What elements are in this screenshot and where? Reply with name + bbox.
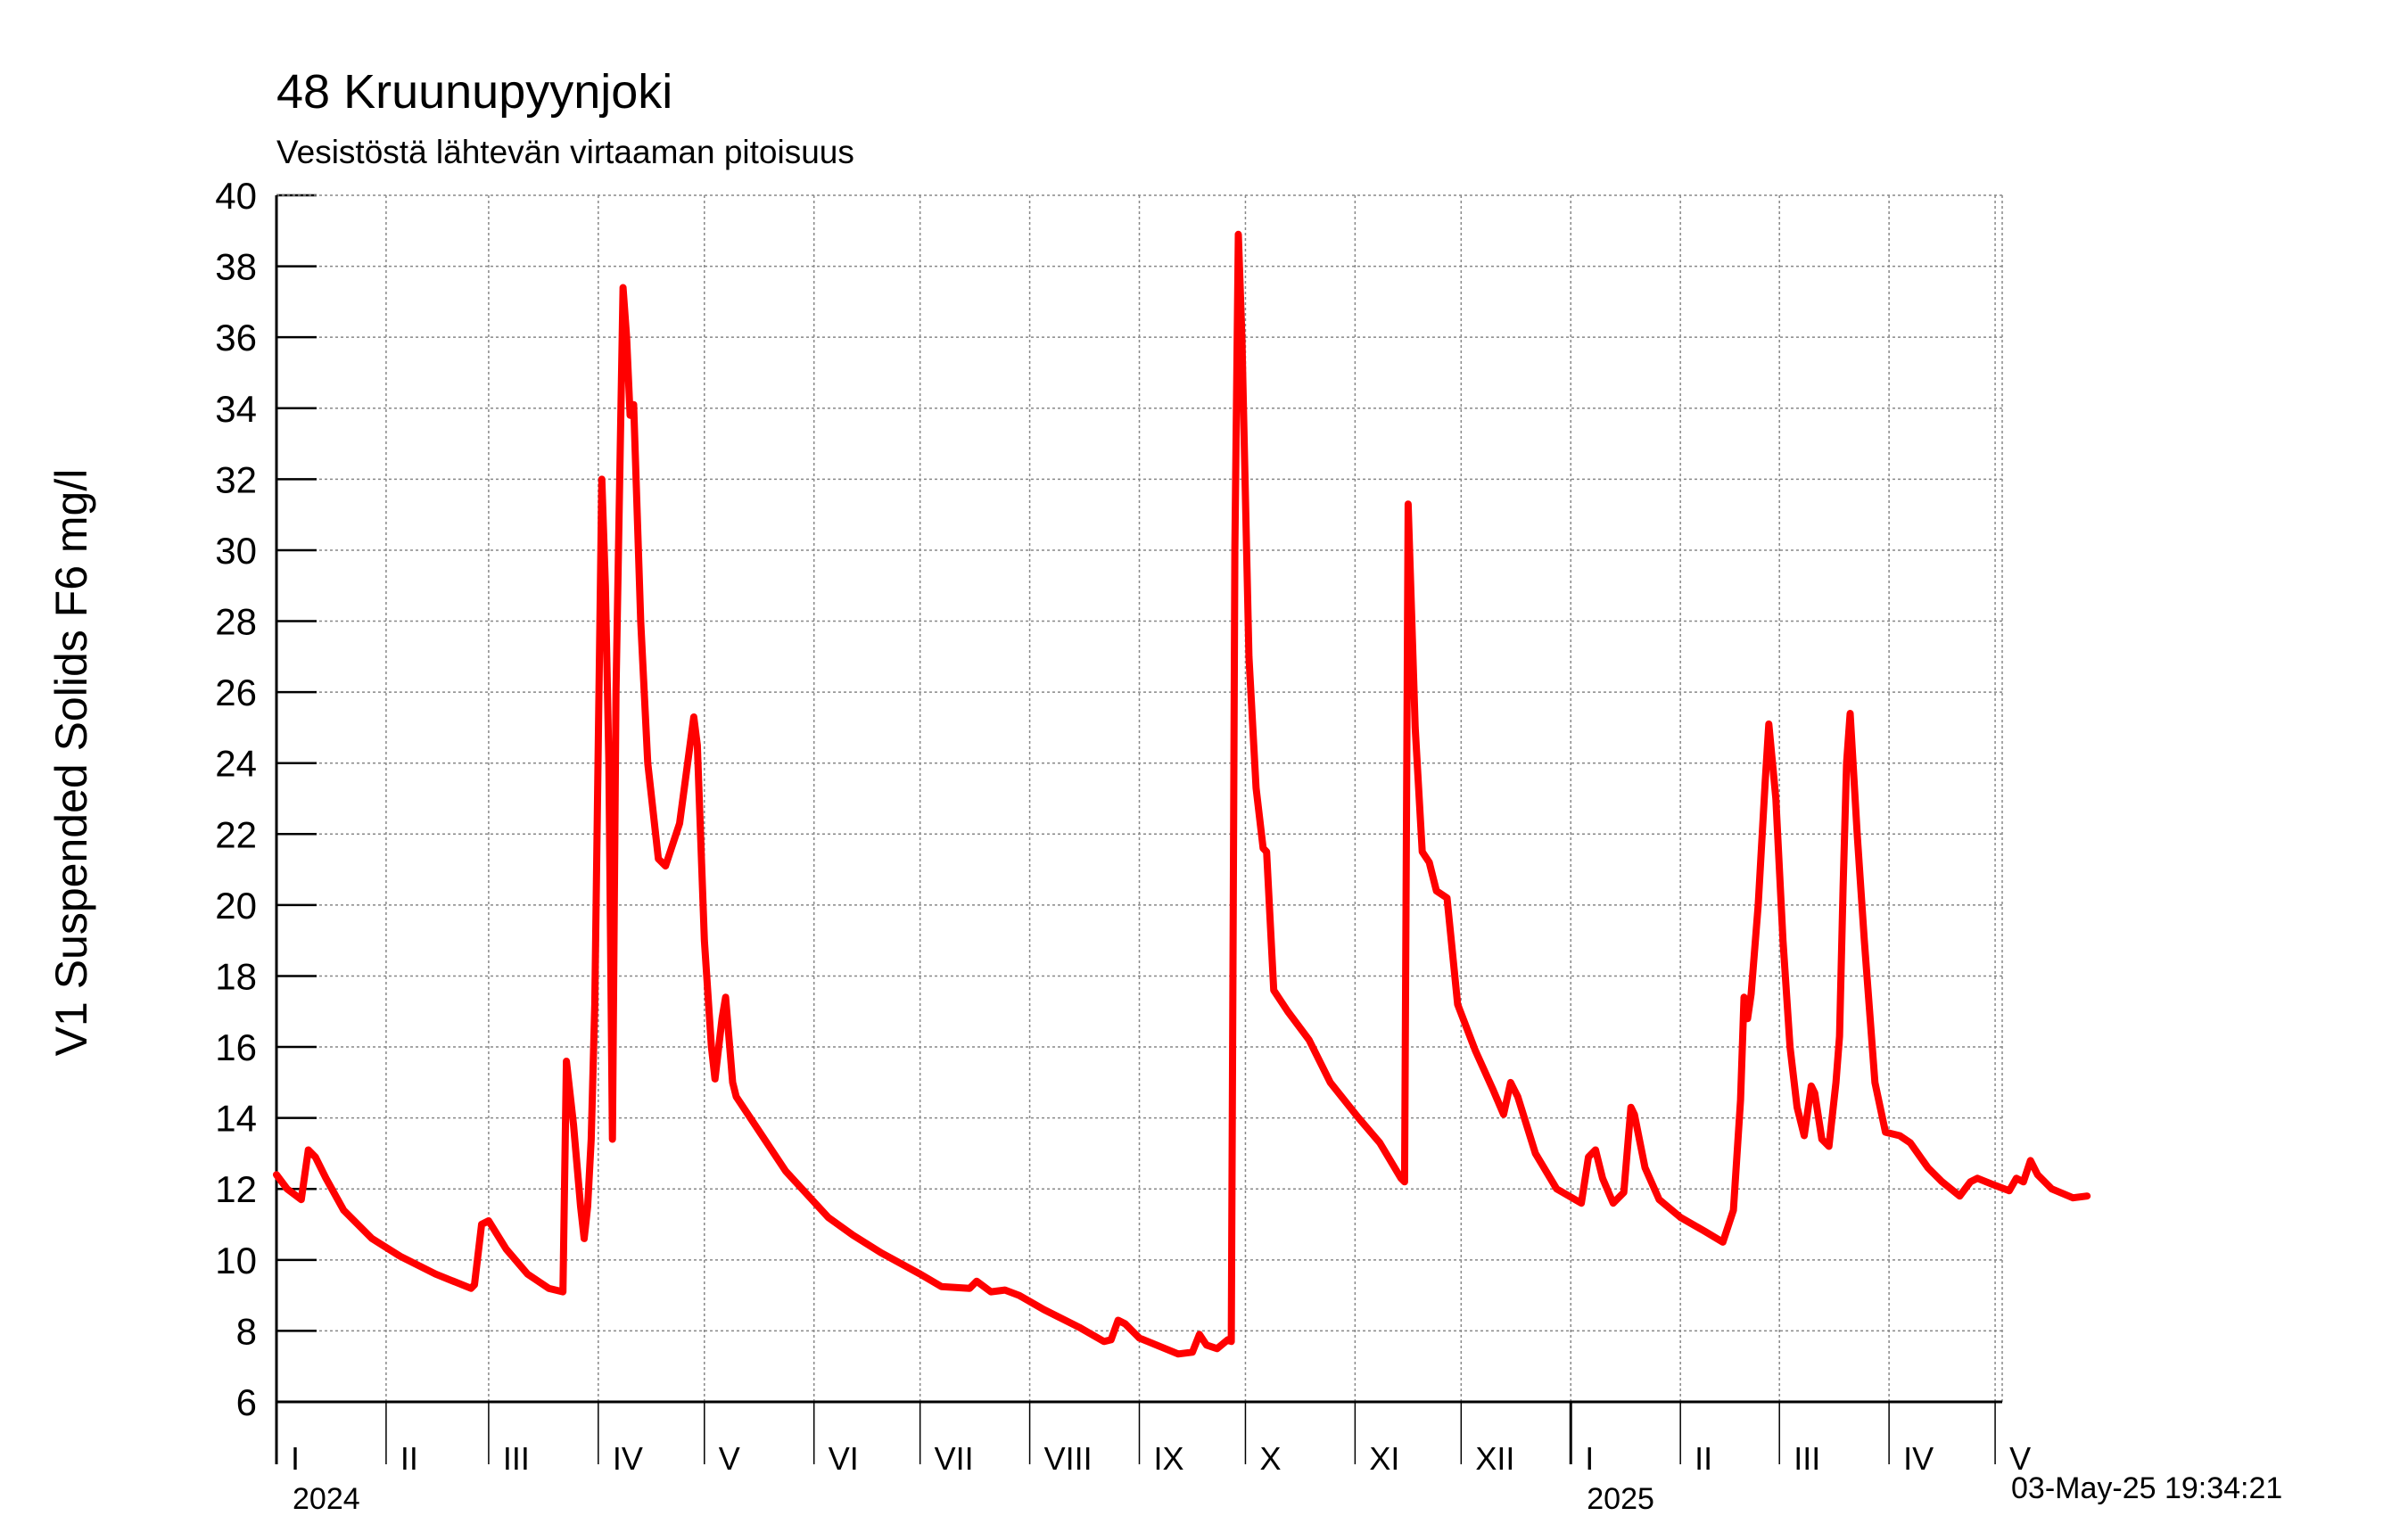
y-tick-label: 6	[236, 1381, 257, 1423]
month-label: VIII	[1044, 1440, 1093, 1477]
y-tick-label: 30	[215, 530, 257, 572]
y-axis-label: V1 Suspended Solids F6 mg/l	[46, 468, 96, 1057]
month-label: IV	[1903, 1440, 1934, 1477]
month-label: V	[2009, 1440, 2031, 1477]
series-line	[273, 230, 2091, 1358]
month-label: IV	[613, 1440, 643, 1477]
y-tick-label: 34	[215, 388, 257, 430]
month-label: X	[1259, 1440, 1281, 1477]
month-label: I	[1585, 1440, 1594, 1477]
y-tick-label: 12	[215, 1168, 257, 1210]
chart-title: 48 Kruunupyynjoki	[276, 65, 673, 119]
month-label: III	[503, 1440, 530, 1477]
year-label: 2025	[1587, 1482, 1654, 1516]
month-label: XII	[1475, 1440, 1514, 1477]
month-label: XI	[1369, 1440, 1399, 1477]
timestamp: 03-May-25 19:34:21	[2011, 1471, 2283, 1505]
y-tick-label: 36	[215, 317, 257, 358]
y-tick-label: 38	[215, 246, 257, 288]
year-label: 2024	[293, 1482, 360, 1516]
month-label: II	[1695, 1440, 1712, 1477]
y-tick-label: 22	[215, 813, 257, 855]
y-tick-label: 8	[236, 1310, 257, 1352]
y-tick-label: 18	[215, 955, 257, 997]
month-label: I	[291, 1440, 300, 1477]
month-label: IX	[1154, 1440, 1184, 1477]
month-label: V	[719, 1440, 740, 1477]
y-tick-label: 24	[215, 743, 257, 785]
y-tick-label: 26	[215, 671, 257, 713]
y-tick-label: 20	[215, 885, 257, 927]
y-tick-label: 40	[215, 175, 257, 217]
month-label: III	[1794, 1440, 1820, 1477]
month-label: VI	[829, 1440, 859, 1477]
month-label: VII	[935, 1440, 974, 1477]
y-tick-label: 14	[215, 1098, 257, 1140]
chart-subtitle: Vesistöstä lähtevän virtaaman pitoisuus	[276, 134, 854, 170]
y-tick-label: 28	[215, 601, 257, 643]
y-tick-label: 16	[215, 1026, 257, 1068]
y-tick-label: 10	[215, 1240, 257, 1281]
y-tick-label: 32	[215, 458, 257, 500]
month-label: II	[400, 1440, 418, 1477]
